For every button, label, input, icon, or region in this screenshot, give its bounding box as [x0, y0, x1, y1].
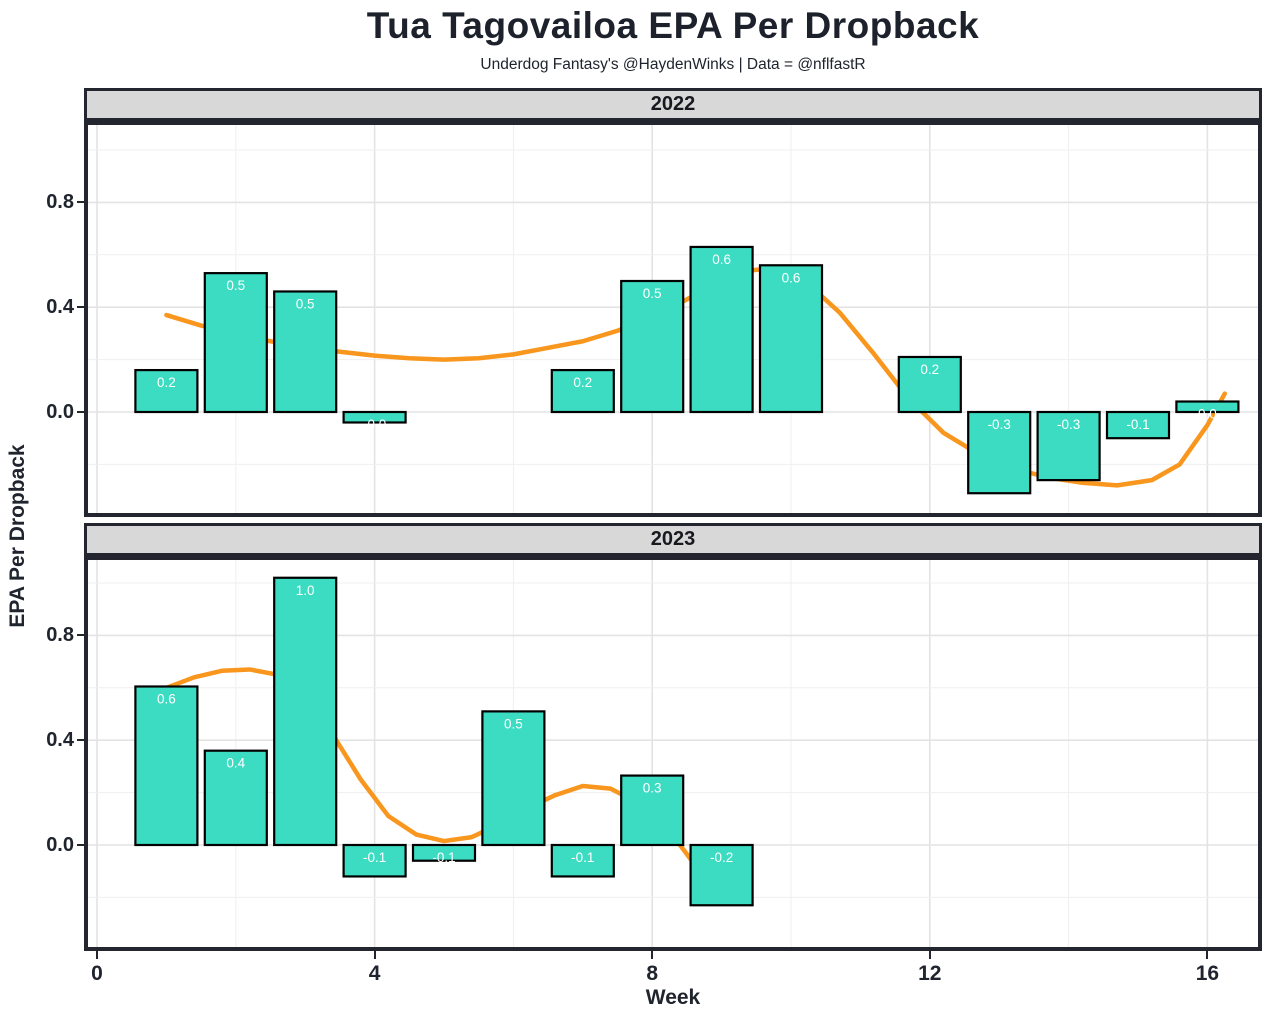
y-tick-label: 0.0: [46, 834, 74, 856]
bar-label-week-4: -0.0: [363, 417, 386, 432]
y-tick-mark: [77, 634, 84, 636]
bar-week-4: [342, 410, 407, 424]
x-tick-mark: [373, 951, 376, 959]
bar-week-7: [550, 368, 615, 414]
bar-label-week-2: 0.5: [226, 278, 245, 293]
y-axis-title: EPA Per Dropback: [6, 444, 29, 628]
bar-week-1: [134, 685, 199, 847]
x-tick-label: 12: [918, 962, 942, 985]
bar-labels: 0.6 0.4 1.0 -0.1 -0.1 0.5 -0.1 0.3 -0.2: [157, 583, 733, 865]
bar-label-week-8: 0.5: [643, 286, 662, 301]
bar-week-8: [620, 774, 685, 847]
y-tick-mark: [77, 739, 84, 741]
bar-week-13: [967, 410, 1032, 495]
bar-week-3: [273, 290, 338, 414]
bar-label-week-3: 0.5: [296, 296, 315, 311]
bar-week-1: [134, 368, 199, 414]
y-tick-label: 0.4: [46, 296, 74, 318]
bar-week-9: [689, 245, 754, 414]
bar-label-week-14: -0.3: [1057, 417, 1080, 432]
bar-label-week-10: 0.6: [782, 270, 801, 285]
bar-label-week-8: 0.3: [643, 781, 662, 796]
bar-label-week-1: 0.6: [157, 691, 176, 706]
y-tick-mark: [77, 201, 84, 203]
facet-strip-2022: 2022: [84, 88, 1262, 121]
bar-label-week-7: 0.2: [573, 375, 592, 390]
bar-labels: 0.2 0.5 0.5 -0.0 0.2 0.5 0.6 0.6 0.2 -0.3 -0.3 -0.1…: [157, 252, 1217, 432]
bar-label-week-1: 0.2: [157, 375, 176, 390]
bar-week-6: [481, 710, 546, 847]
bar-week-2: [203, 272, 268, 414]
y-tick-label: 0.8: [46, 191, 74, 213]
y-tick-label: 0.4: [46, 729, 74, 751]
bar-label-week-7: -0.1: [571, 850, 594, 865]
bar-label-week-6: 0.5: [504, 716, 523, 731]
bar-label-week-15: -0.1: [1126, 417, 1149, 432]
bar-week-4: [342, 843, 407, 878]
bar-week-16: [1175, 400, 1240, 414]
bar-week-12: [897, 355, 962, 414]
bar-week-2: [203, 749, 268, 847]
y-tick-label: 0.0: [46, 401, 74, 423]
bar-label-week-4: -0.1: [363, 850, 386, 865]
bar-label-week-9: 0.6: [712, 252, 731, 267]
x-tick-mark: [96, 951, 98, 959]
bar-week-8: [620, 279, 685, 414]
y-tick-mark: [77, 411, 84, 413]
facet-panel-2022: 0.2 0.5 0.5 -0.0 0.2 0.5 0.6 0.6 0.2 -0.3 -0.3 -0.1…: [84, 121, 1262, 517]
bars: [134, 245, 1240, 495]
x-tick-mark: [928, 951, 931, 959]
x-tick-label: 16: [1195, 962, 1220, 985]
bar-week-5: [411, 843, 477, 862]
bar-week-9: [689, 843, 754, 907]
bar-week-3: [273, 576, 338, 847]
bar-label-week-12: 0.2: [920, 362, 939, 377]
bar-week-15: [1105, 410, 1171, 440]
y-tick-label: 0.8: [46, 624, 74, 646]
bar-label-week-16: 0.0: [1198, 407, 1217, 422]
facet-2023-plot: 0.6 0.4 1.0 -0.1 -0.1 0.5 -0.1 0.3 -0.2: [88, 560, 1258, 947]
y-tick-mark: [77, 306, 84, 308]
bar-label-week-13: -0.3: [988, 417, 1011, 432]
bars: [134, 576, 754, 907]
bar-label-week-9: -0.2: [710, 850, 733, 865]
page-subtitle: Underdog Fantasy's @HaydenWinks | Data =…: [480, 56, 866, 73]
bar-label-week-2: 0.4: [226, 756, 245, 771]
facet-2022-plot: 0.2 0.5 0.5 -0.0 0.2 0.5 0.6 0.6 0.2 -0.3 -0.3 -0.1…: [88, 125, 1258, 513]
page-title: Tua Tagovailoa EPA Per Dropback: [366, 5, 980, 46]
x-tick-mark: [651, 951, 654, 959]
y-tick-mark: [77, 844, 84, 846]
bar-week-14: [1036, 410, 1101, 482]
x-tick-label: 0: [91, 962, 103, 985]
bar-week-10: [758, 264, 824, 414]
x-tick-mark: [1206, 951, 1209, 959]
facet-panel-2023: 0.6 0.4 1.0 -0.1 -0.1 0.5 -0.1 0.3 -0.2: [84, 556, 1262, 951]
facet-strip-2023: 2023: [84, 523, 1262, 556]
bar-week-7: [550, 843, 615, 878]
x-tick-label: 8: [646, 962, 659, 985]
bar-label-week-5: -0.1: [432, 850, 455, 865]
x-tick-label: 4: [368, 962, 381, 985]
x-axis-title: Week: [645, 986, 701, 1009]
bar-label-week-3: 1.0: [296, 583, 315, 598]
